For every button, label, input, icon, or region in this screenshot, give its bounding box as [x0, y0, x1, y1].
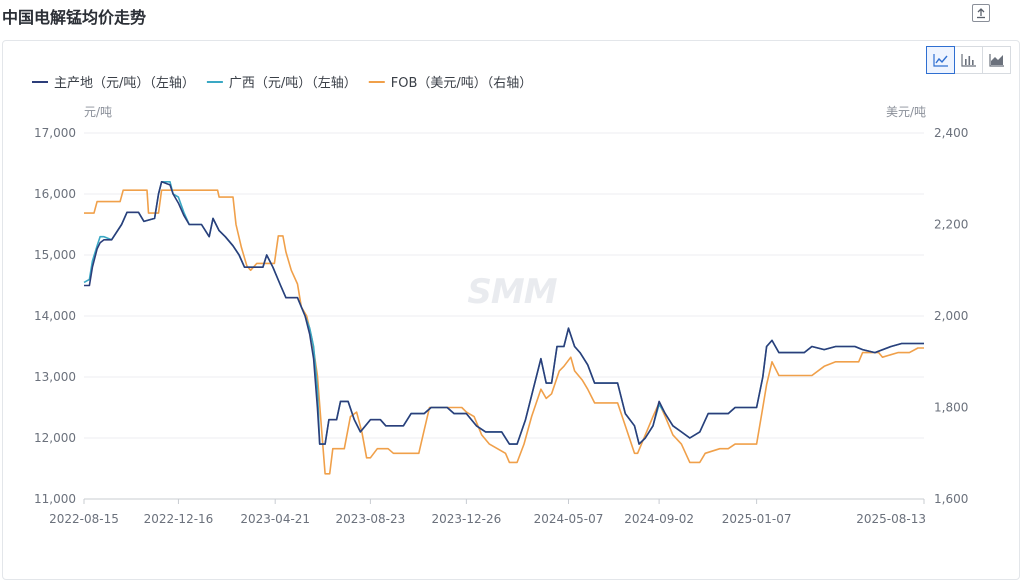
chart-card	[2, 40, 1020, 580]
chart-view-switch	[926, 46, 1011, 74]
line-chart-icon	[932, 54, 948, 67]
bar-chart-icon	[960, 54, 976, 67]
area-chart-icon	[988, 54, 1004, 67]
export-icon	[977, 8, 985, 19]
bar-view-button[interactable]	[954, 46, 983, 74]
export-button[interactable]	[972, 4, 990, 22]
line-view-button[interactable]	[926, 46, 955, 74]
area-view-button[interactable]	[982, 46, 1011, 74]
page-title: 中国电解锰均价走势	[2, 8, 147, 27]
